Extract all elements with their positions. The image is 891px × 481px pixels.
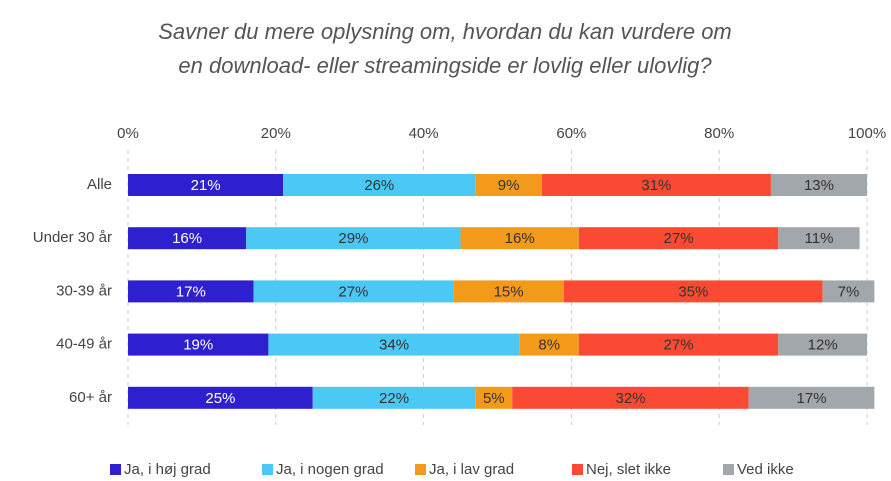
bar-segment [128, 386, 313, 409]
data-label: 17% [797, 390, 827, 407]
legend-swatch [110, 464, 121, 475]
bar-segment [460, 227, 579, 250]
data-label: 8% [538, 337, 560, 354]
chart-title: en download- eller streamingside er lovl… [178, 53, 712, 78]
data-label: 27% [664, 230, 694, 247]
bar-segment [748, 386, 875, 409]
legend-swatch [415, 464, 426, 475]
data-label: 21% [191, 177, 221, 194]
bar-segment [475, 174, 542, 196]
data-label: 27% [664, 337, 694, 354]
legend-label: Ja, i lav grad [429, 461, 514, 478]
bar-segment [519, 333, 579, 356]
bar-segment [512, 386, 749, 409]
bar-segment [475, 386, 513, 409]
y-tick-label: 30-39 år [56, 282, 112, 299]
data-label: 25% [205, 390, 235, 407]
x-tick-label: 80% [704, 125, 734, 142]
bar-segment [770, 174, 867, 196]
data-label: 7% [838, 283, 860, 300]
x-tick-label: 60% [556, 125, 586, 142]
legend-label: Ved ikke [737, 461, 794, 478]
data-label: 19% [183, 337, 213, 354]
data-label: 16% [172, 230, 202, 247]
x-tick-label: 20% [261, 125, 291, 142]
data-label: 35% [678, 283, 708, 300]
data-label: 29% [338, 230, 368, 247]
legend-label: Ja, i nogen grad [276, 461, 384, 478]
bar-segment [453, 280, 565, 303]
bar-segment [578, 333, 779, 356]
y-tick-label: 60+ år [69, 389, 112, 406]
bar-segment [822, 280, 875, 303]
x-tick-label: 40% [409, 125, 439, 142]
bar-segment [778, 227, 860, 250]
legend-label: Ja, i høj grad [124, 461, 211, 478]
data-label: 34% [379, 337, 409, 354]
bar-segment [578, 227, 779, 250]
bar-segment [268, 333, 520, 356]
chart-title: Savner du mere oplysning om, hvordan du … [158, 19, 732, 44]
x-tick-label: 0% [117, 125, 139, 142]
x-tick-label: 100% [848, 125, 886, 142]
bar-segment [128, 333, 269, 356]
bar-segment [128, 174, 284, 196]
legend-swatch [262, 464, 273, 475]
data-label: 31% [641, 177, 671, 194]
data-label: 26% [364, 177, 394, 194]
bar-segment [283, 174, 476, 196]
data-label: 16% [505, 230, 535, 247]
bar-segment [128, 280, 254, 303]
y-tick-label: Under 30 år [33, 229, 112, 246]
data-label: 32% [616, 390, 646, 407]
data-label: 11% [805, 230, 834, 247]
data-label: 12% [808, 337, 838, 354]
bar-segment [778, 333, 867, 356]
bar-segment [128, 227, 247, 250]
bar-segment [541, 174, 771, 196]
data-label: 13% [804, 177, 834, 194]
data-label: 5% [483, 390, 505, 407]
legend-label: Nej, slet ikke [586, 461, 671, 478]
bar-segment [253, 280, 454, 303]
data-label: 9% [498, 177, 520, 194]
data-label: 17% [176, 283, 206, 300]
bar-segment [564, 280, 823, 303]
legend-swatch [572, 464, 583, 475]
y-tick-label: 40-49 år [56, 336, 112, 353]
bar-segment [312, 386, 476, 409]
y-tick-label: Alle [87, 176, 112, 193]
legend-swatch [723, 464, 734, 475]
data-label: 22% [379, 390, 409, 407]
data-label: 27% [338, 283, 368, 300]
data-label: 15% [494, 283, 524, 300]
bar-segment [246, 227, 461, 250]
